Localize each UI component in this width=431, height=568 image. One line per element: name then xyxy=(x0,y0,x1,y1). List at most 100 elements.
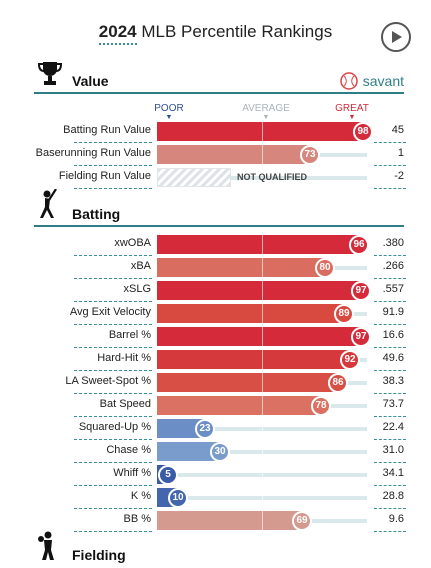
percentile-bar: 5 xyxy=(157,463,367,486)
metric-value: 91.9 xyxy=(382,306,404,318)
row-divider xyxy=(74,142,152,143)
row-divider xyxy=(374,370,406,371)
row-divider xyxy=(374,188,406,189)
row-divider xyxy=(374,324,406,325)
metric-row[interactable]: xSLG 97 .557 xyxy=(0,279,431,302)
value-section-header: Value savant xyxy=(34,62,404,94)
metric-row[interactable]: Baserunning Run Value 73 1 xyxy=(0,143,431,166)
metric-row[interactable]: BB % 69 9.6 xyxy=(0,509,431,532)
metric-label: xwOBA xyxy=(114,237,151,249)
metric-value: 1 xyxy=(397,147,404,159)
row-divider xyxy=(374,508,406,509)
percentile-badge: 5 xyxy=(158,465,178,485)
percentile-badge: 98 xyxy=(353,122,373,142)
percentile-badge: 73 xyxy=(300,145,320,165)
track-line xyxy=(231,176,367,180)
batting-section-header: Batting xyxy=(34,188,404,227)
percentile-bar: 92 xyxy=(157,348,367,371)
percentile-badge: 92 xyxy=(340,350,360,370)
title-year: 2024 xyxy=(98,22,137,45)
metric-value: 45 xyxy=(391,124,404,136)
bar-fill xyxy=(157,281,361,300)
percentile-bar: 10 xyxy=(157,486,367,509)
percentile-badge: 96 xyxy=(349,235,369,255)
row-divider xyxy=(74,508,152,509)
scale-poor: POOR ▼ xyxy=(139,103,199,121)
metric-row[interactable]: Batting Run Value 98 45 xyxy=(0,120,431,143)
metric-row[interactable]: Squared-Up % 23 22.4 xyxy=(0,417,431,440)
percentile-bar: 78 xyxy=(157,394,367,417)
scale-average: AVERAGE ▼ xyxy=(236,103,296,121)
scale-great: GREAT ▼ xyxy=(322,103,382,121)
bar-fill xyxy=(157,511,302,530)
scale-poor-label: POOR xyxy=(154,103,184,114)
average-line xyxy=(262,440,263,463)
title-text: MLB Percentile Rankings xyxy=(141,22,333,41)
average-line xyxy=(262,394,263,417)
row-divider xyxy=(74,347,152,348)
average-line xyxy=(262,486,263,509)
scale-average-arrow-icon: ▼ xyxy=(262,114,270,121)
percentile-badge: 97 xyxy=(351,281,371,301)
metric-row[interactable]: Whiff % 5 34.1 xyxy=(0,463,431,486)
percentile-bar: 97 xyxy=(157,279,371,302)
row-divider xyxy=(374,165,406,166)
metric-row[interactable]: Hard-Hit % 92 49.6 xyxy=(0,348,431,371)
average-line xyxy=(262,371,263,394)
metric-label: BB % xyxy=(123,513,151,525)
row-divider xyxy=(374,531,406,532)
metric-value: 22.4 xyxy=(382,421,404,433)
baseball-icon xyxy=(340,72,358,90)
bar-fill xyxy=(157,145,310,164)
metric-value: .266 xyxy=(382,260,404,272)
percentile-bar: 98 xyxy=(157,120,373,143)
bar-fill xyxy=(157,442,220,461)
metric-label: Hard-Hit % xyxy=(97,352,151,364)
metric-label: Chase % xyxy=(106,444,151,456)
batting-section-label: Batting xyxy=(72,206,121,222)
metric-value: -2 xyxy=(394,170,404,182)
row-divider xyxy=(374,255,406,256)
metric-row[interactable]: xwOBA 96 .380 xyxy=(0,233,431,256)
page-title-wrap: 2024 MLB Percentile Rankings xyxy=(0,22,431,45)
row-divider xyxy=(74,301,152,302)
metric-row[interactable]: xBA 80 .266 xyxy=(0,256,431,279)
percentile-badge: 86 xyxy=(328,373,348,393)
metric-value: 28.8 xyxy=(382,490,404,502)
metric-row[interactable]: K % 10 28.8 xyxy=(0,486,431,509)
average-line xyxy=(262,233,263,256)
percentile-bar: 86 xyxy=(157,371,367,394)
metric-row[interactable]: Barrel % 97 16.6 xyxy=(0,325,431,348)
bar-fill xyxy=(157,235,359,254)
scale-average-label: AVERAGE xyxy=(242,103,290,114)
not-qualified-label: NOT QUALIFIED xyxy=(237,172,307,182)
average-line xyxy=(262,120,263,143)
play-button[interactable] xyxy=(381,22,411,52)
metric-label: Squared-Up % xyxy=(78,421,151,433)
metric-value: 9.6 xyxy=(388,513,404,525)
metric-row[interactable]: Fielding Run Value NOT QUALIFIED -2 xyxy=(0,166,431,189)
row-divider xyxy=(74,278,152,279)
percentile-badge: 23 xyxy=(195,419,215,439)
percentile-bar: 89 xyxy=(157,302,367,325)
percentile-badge: 30 xyxy=(210,442,230,462)
scale-great-arrow-icon: ▼ xyxy=(348,114,356,121)
bar-fill xyxy=(157,122,363,141)
metric-label: Bat Speed xyxy=(99,398,151,410)
bar-fill xyxy=(157,419,205,438)
metric-row[interactable]: Avg Exit Velocity 89 91.9 xyxy=(0,302,431,325)
section-divider xyxy=(34,225,404,227)
percentile-badge: 69 xyxy=(292,511,312,531)
savant-link[interactable]: savant xyxy=(340,72,404,90)
row-divider xyxy=(74,165,152,166)
row-divider xyxy=(74,485,152,486)
metric-row[interactable]: Chase % 30 31.0 xyxy=(0,440,431,463)
average-line xyxy=(262,279,263,302)
metric-value: 16.6 xyxy=(382,329,404,341)
metric-row[interactable]: LA Sweet-Spot % 86 38.3 xyxy=(0,371,431,394)
metric-row[interactable]: Bat Speed 78 73.7 xyxy=(0,394,431,417)
percentile-bar: 73 xyxy=(157,143,367,166)
percentile-bar: 97 xyxy=(157,325,371,348)
metric-value: .557 xyxy=(382,283,404,295)
metric-label: Batting Run Value xyxy=(63,124,151,136)
